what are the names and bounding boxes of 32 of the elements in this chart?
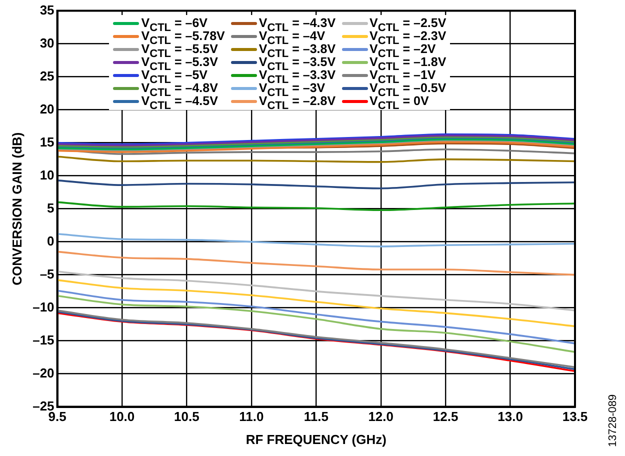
line-series (57, 290, 575, 344)
line-series (57, 201, 575, 212)
x-axis-title: RF FREQUENCY (GHz) (246, 432, 386, 447)
line-series (57, 270, 575, 312)
x-tick-label: 13.5 (562, 409, 588, 424)
y-tick-label: –15 (32, 332, 54, 348)
x-tick-label: 12.5 (432, 409, 458, 424)
line-series (57, 279, 575, 328)
line-series (57, 295, 575, 353)
y-tick-label: 35 (40, 2, 54, 18)
y-tick-label: 0 (47, 233, 54, 248)
x-tick-label: 12.0 (368, 409, 394, 424)
y-tick-label: 20 (40, 101, 54, 116)
x-tick-label: 11.5 (304, 409, 328, 424)
y-tick-label: 15 (40, 134, 54, 150)
x-tick-label: 13.0 (498, 409, 523, 424)
line-series (57, 180, 575, 190)
x-tick-label: 10.0 (109, 409, 135, 424)
y-tick-label: 25 (40, 68, 54, 84)
y-tick-label: –20 (32, 365, 54, 380)
y-tick-label: 5 (47, 200, 54, 216)
line-series (57, 250, 575, 276)
y-tick-label: –5 (40, 266, 54, 282)
line-series (57, 232, 575, 248)
y-tick-label: –10 (32, 299, 54, 314)
x-tick-label: 11.0 (239, 409, 264, 424)
x-tick-label: 10.5 (174, 409, 200, 424)
y-axis-title: CONVERSION GAIN (dB) (9, 132, 24, 286)
y-tick-label: 10 (40, 167, 54, 182)
text: 13728-089 (607, 394, 619, 447)
y-tick-label: 30 (40, 35, 54, 50)
y-tick-label: –25 (32, 398, 54, 414)
